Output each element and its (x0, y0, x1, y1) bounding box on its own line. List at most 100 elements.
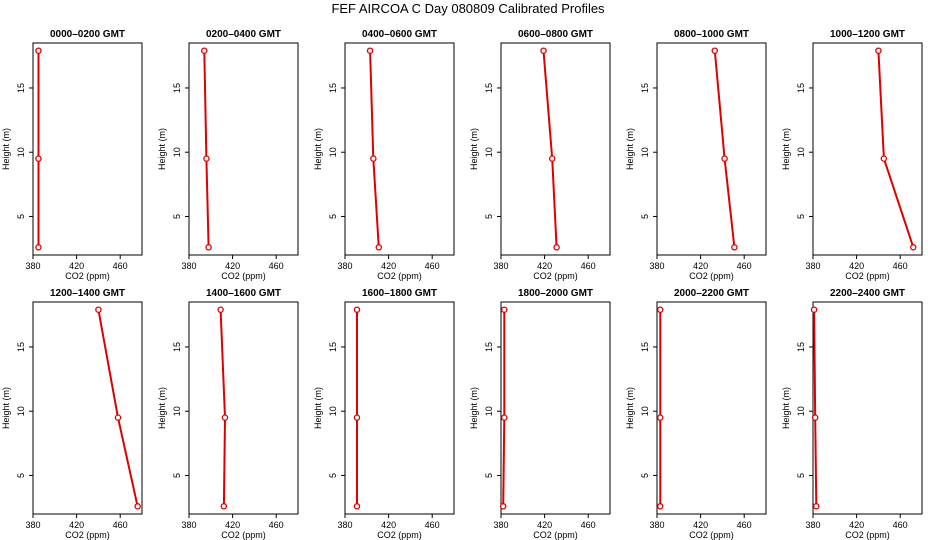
data-point (353, 503, 361, 510)
x-axis-label: CO2 (ppm) (533, 271, 578, 281)
panel-title: 1200–1400 GMT (50, 288, 125, 299)
data-point (366, 47, 374, 54)
data-point (205, 244, 212, 251)
x-tick-label: 420 (537, 520, 552, 530)
chart-panel-4: 0600–0800 GMT 380 420 460 5 10 15 CO2 (ppm) Heig… (469, 29, 611, 281)
x-axis-label: CO2 (ppm) (689, 530, 734, 540)
x-axis-label: CO2 (ppm) (377, 530, 422, 540)
y-tick-label: 15 (16, 83, 26, 93)
y-tick-label: 15 (328, 342, 338, 352)
data-point (35, 155, 42, 162)
y-tick-label: 15 (796, 342, 806, 352)
y-tick-label: 5 (172, 214, 182, 219)
y-axis-label: Height (m) (469, 387, 479, 429)
chart-panel-1: 0000–0200 GMT 380 420 460 5 10 15 CO2 (ppm) Heig… (1, 29, 143, 281)
y-axis-label: Height (m) (781, 128, 791, 170)
data-point (811, 414, 819, 421)
y-tick-label: 5 (640, 473, 650, 478)
y-tick-label: 10 (640, 406, 650, 416)
x-tick-label: 460 (113, 261, 128, 271)
y-tick-label: 15 (172, 342, 182, 352)
y-tick-label: 5 (484, 473, 494, 478)
y-axis-label: Height (m) (469, 128, 479, 170)
y-tick-label: 10 (172, 406, 182, 416)
x-tick-label: 380 (181, 261, 196, 271)
x-axis-label: CO2 (ppm) (65, 271, 110, 281)
y-axis-label: Height (m) (157, 387, 167, 429)
panel-title: 0000–0200 GMT (50, 29, 125, 40)
plot-frame (32, 301, 143, 515)
x-tick-label: 460 (425, 261, 440, 271)
y-tick-label: 5 (796, 214, 806, 219)
data-point (353, 306, 361, 313)
data-point (711, 47, 719, 54)
plot-frame (344, 301, 455, 515)
x-tick-label: 380 (337, 261, 352, 271)
panel-title: 0600–0800 GMT (518, 29, 593, 40)
x-tick-label: 380 (181, 520, 196, 530)
data-point (731, 244, 738, 251)
data-point (875, 47, 882, 54)
data-point (813, 503, 820, 510)
data-point (540, 47, 547, 54)
chart-panel-12: 2200–2400 GMT 380 420 460 5 10 15 CO2 (ppm) Heig… (781, 288, 923, 540)
x-axis-label: CO2 (ppm) (845, 271, 890, 281)
plot-frame (188, 301, 299, 515)
y-tick-label: 15 (484, 342, 494, 352)
chart-panel-3: 0400–0600 GMT 380 420 460 5 10 15 CO2 (ppm) Heig… (313, 29, 455, 281)
x-axis-label: CO2 (ppm) (221, 271, 266, 281)
data-point (114, 414, 122, 421)
y-tick-label: 5 (484, 214, 494, 219)
x-tick-label: 460 (581, 261, 596, 271)
x-tick-label: 460 (113, 520, 128, 530)
plot-frame (500, 301, 611, 515)
x-tick-label: 420 (693, 520, 708, 530)
x-tick-label: 460 (425, 520, 440, 530)
x-tick-label: 420 (849, 261, 864, 271)
x-tick-label: 420 (381, 261, 396, 271)
plot-frame (344, 42, 455, 256)
x-tick-label: 460 (269, 261, 284, 271)
data-point (657, 306, 664, 313)
plot-frame (32, 42, 143, 256)
chart-panel-8: 1400–1600 GMT 380 420 460 5 10 15 CO2 (ppm) Heig… (157, 288, 299, 540)
panel-title: 1800–2000 GMT (518, 288, 593, 299)
y-tick-label: 5 (796, 473, 806, 478)
plot-frame (656, 42, 767, 256)
y-tick-label: 10 (796, 147, 806, 157)
panel-title: 1000–1200 GMT (830, 29, 905, 40)
panel-title: 0400–0600 GMT (362, 29, 437, 40)
y-axis-label: Height (m) (313, 128, 323, 170)
x-tick-label: 420 (225, 261, 240, 271)
x-tick-label: 380 (25, 520, 40, 530)
y-axis-label: Height (m) (157, 128, 167, 170)
y-axis-label: Height (m) (1, 387, 11, 429)
data-point (501, 414, 508, 421)
data-point (220, 503, 228, 510)
panel-title: 2200–2400 GMT (830, 288, 905, 299)
x-tick-label: 420 (69, 520, 84, 530)
data-point (217, 306, 224, 313)
y-tick-label: 15 (16, 342, 26, 352)
panel-title: 1400–1600 GMT (206, 288, 281, 299)
x-tick-label: 420 (381, 520, 396, 530)
chart-panel-11: 2000–2200 GMT 380 420 460 5 10 15 CO2 (ppm) Heig… (625, 288, 767, 540)
data-point (95, 306, 102, 313)
x-tick-label: 420 (69, 261, 84, 271)
chart-panel-2: 0200–0400 GMT 380 420 460 5 10 15 CO2 (ppm) Heig… (157, 29, 299, 281)
y-tick-label: 10 (328, 406, 338, 416)
data-point (501, 306, 508, 313)
data-point (375, 244, 383, 251)
y-tick-label: 5 (328, 473, 338, 478)
data-point (657, 503, 664, 510)
x-tick-label: 460 (269, 520, 284, 530)
x-tick-label: 460 (893, 261, 908, 271)
x-axis-label: CO2 (ppm) (221, 530, 266, 540)
data-point (553, 244, 560, 251)
x-axis-label: CO2 (ppm) (533, 530, 578, 540)
y-tick-label: 10 (640, 147, 650, 157)
chart-panel-9: 1600–1800 GMT 380 420 460 5 10 15 CO2 (ppm) Heig… (313, 288, 455, 540)
data-point (548, 155, 556, 162)
